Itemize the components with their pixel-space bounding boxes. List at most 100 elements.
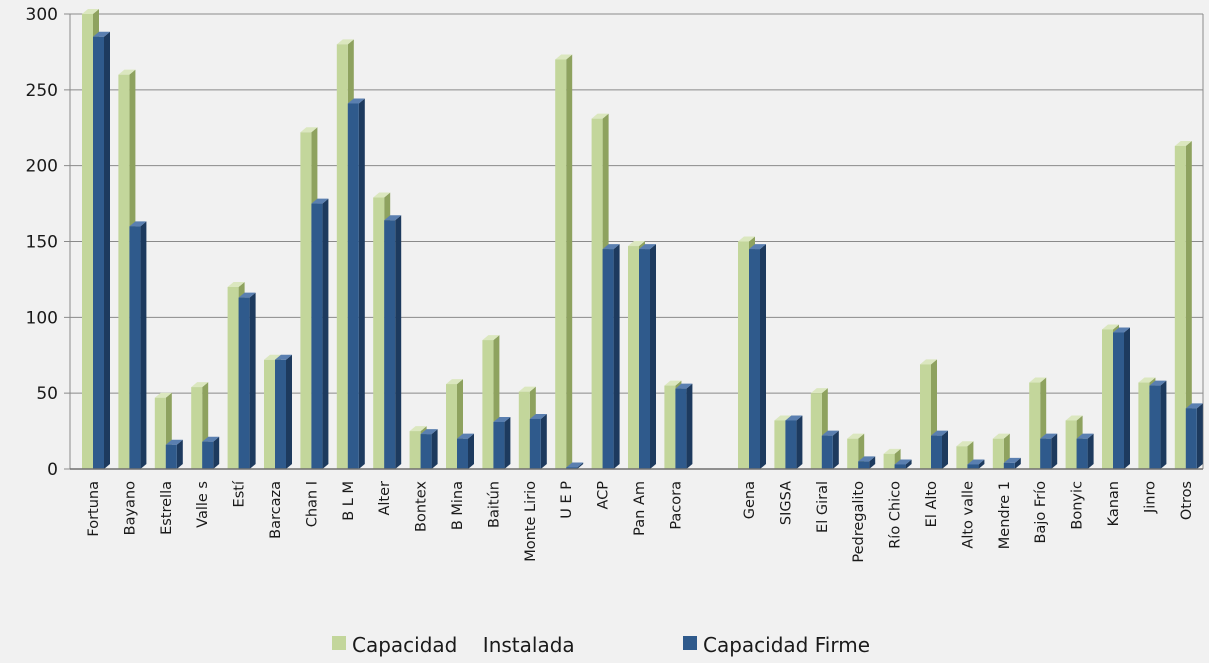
bar-top bbox=[1065, 415, 1083, 421]
bar-top bbox=[1174, 140, 1192, 146]
bar-top bbox=[82, 9, 99, 14]
bar-capacidad-firme-pedregalito bbox=[858, 456, 876, 469]
x-tick-label-pan-am: Pan Am bbox=[632, 481, 648, 536]
bar-capacidad-firme-b-l-m bbox=[347, 98, 365, 469]
x-tick-label-gena: Gena bbox=[742, 481, 758, 519]
bar-capacidad-firme-baitun bbox=[493, 416, 511, 469]
bar-top bbox=[566, 462, 584, 468]
bar-top bbox=[555, 54, 573, 60]
bar-side bbox=[358, 98, 365, 469]
bar-front bbox=[920, 364, 931, 469]
bar-capacidad-firme-bontex bbox=[420, 429, 438, 469]
bar-top bbox=[409, 426, 427, 432]
bar-front bbox=[457, 438, 468, 469]
bar-side bbox=[1185, 140, 1192, 469]
x-tick-label-pedregalito: Pedregalito bbox=[851, 481, 867, 563]
bar-capacidad-firme-el-alto bbox=[931, 430, 948, 469]
x-tick-label-mendre-1: Mendre 1 bbox=[997, 481, 1013, 549]
bar-top bbox=[1003, 457, 1021, 463]
bar-side bbox=[869, 456, 876, 469]
bar-top bbox=[202, 436, 220, 442]
legend-label-capacidad-firme: Capacidad Firme bbox=[703, 633, 870, 657]
y-tick-label: 100 bbox=[26, 308, 58, 328]
bar-capacidad-firme-bayano bbox=[129, 221, 147, 469]
bar-side bbox=[1014, 457, 1021, 469]
bar-side bbox=[942, 430, 948, 469]
bar-front bbox=[675, 388, 687, 469]
bar-top bbox=[591, 113, 609, 119]
bar-side bbox=[796, 415, 803, 469]
bar-top bbox=[118, 69, 136, 75]
x-tick-label-bajo-frio: Bajo Frío bbox=[1033, 481, 1049, 544]
bar-front bbox=[446, 384, 457, 469]
bar-front bbox=[858, 461, 870, 469]
bar-front bbox=[347, 103, 359, 469]
bar-side bbox=[760, 244, 766, 469]
bar-front bbox=[518, 391, 530, 469]
bar-top bbox=[883, 448, 901, 454]
bar-capacidad-firme-bajo-frio bbox=[1040, 433, 1058, 469]
bar-top bbox=[129, 221, 147, 227]
bar-top bbox=[920, 359, 937, 365]
bar-front bbox=[1065, 420, 1077, 469]
bar-capacidad-firme-chan-i bbox=[311, 198, 329, 470]
bar-front bbox=[529, 418, 541, 469]
bar-top bbox=[518, 386, 536, 392]
bar-top bbox=[1138, 377, 1156, 383]
bar-side bbox=[1051, 433, 1058, 469]
bar-front bbox=[1113, 332, 1124, 469]
bar-front bbox=[555, 59, 567, 469]
bar-top bbox=[384, 215, 402, 221]
bar-front bbox=[1102, 329, 1113, 469]
bar-capacidad-firme-jinro bbox=[1149, 380, 1167, 469]
bar-front bbox=[118, 74, 130, 470]
bar-front bbox=[191, 387, 203, 469]
bar-capacidad-instalada-u-e-p bbox=[555, 54, 573, 469]
bar-front bbox=[738, 241, 749, 469]
bar-front bbox=[409, 431, 421, 469]
bar-front bbox=[165, 444, 177, 469]
bar-top bbox=[664, 380, 682, 386]
y-tick-label: 0 bbox=[47, 460, 58, 480]
bar-top bbox=[1102, 324, 1119, 330]
bar-side bbox=[613, 244, 620, 469]
bar-side bbox=[104, 31, 110, 469]
bar-front bbox=[639, 249, 650, 469]
x-tick-label-valle-s: Valle s bbox=[195, 481, 211, 528]
bar-top bbox=[847, 433, 865, 439]
bar-side bbox=[686, 383, 693, 469]
bar-top bbox=[275, 354, 292, 360]
bar-capacidad-firme-pacora bbox=[675, 383, 693, 469]
bar-side bbox=[905, 459, 912, 469]
bar-front bbox=[821, 435, 833, 469]
bar-side bbox=[577, 462, 584, 469]
bar-side bbox=[1160, 380, 1167, 469]
legend-swatch-capacidad-instalada bbox=[332, 636, 346, 650]
bar-front bbox=[810, 393, 822, 469]
x-tick-label-bontex: Bontex bbox=[414, 481, 430, 532]
x-tick-label-otros: Otros bbox=[1179, 481, 1195, 520]
bar-top bbox=[785, 415, 803, 421]
bar-capacidad-firme-kanan bbox=[1113, 327, 1130, 469]
bar-front bbox=[894, 464, 906, 469]
bar-top bbox=[238, 292, 256, 298]
y-tick-label: 50 bbox=[36, 384, 58, 404]
bar-top bbox=[482, 335, 500, 341]
bar-front bbox=[1138, 382, 1150, 469]
bar-capacidad-firme-pan-am bbox=[639, 244, 656, 469]
bar-capacidad-firme-el-giral bbox=[821, 430, 839, 469]
bar-capacidad-firme-acp bbox=[602, 244, 620, 469]
bar-capacidad-firme-fortuna bbox=[93, 31, 110, 469]
x-tick-label-alto-valle: Alto valle bbox=[960, 481, 976, 549]
bar-top bbox=[264, 354, 281, 360]
bar-top bbox=[336, 39, 354, 45]
bar-capacidad-firme-bonyic bbox=[1076, 433, 1094, 469]
x-tick-label-el-giral: El Giral bbox=[815, 481, 831, 533]
bar-front bbox=[591, 118, 603, 470]
bar-side bbox=[395, 215, 402, 469]
bar-front bbox=[311, 203, 323, 470]
bar-capacidad-firme-mendre-1 bbox=[1003, 457, 1021, 469]
bar-top bbox=[311, 198, 329, 204]
bar-top bbox=[992, 433, 1010, 439]
